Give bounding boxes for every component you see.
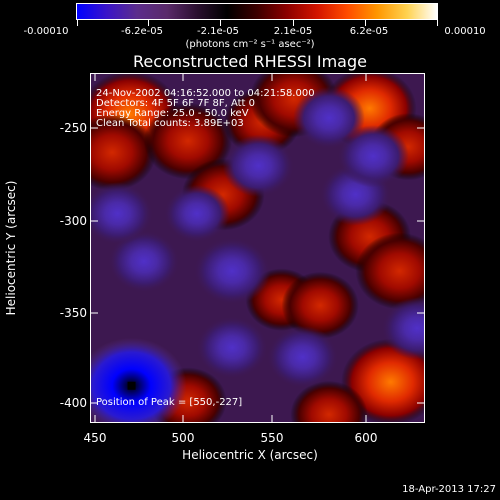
colorbar bbox=[76, 3, 438, 20]
clean-total-counts-text: Clean Total counts: 3.89E+03 bbox=[96, 118, 244, 129]
plot-area[interactable] bbox=[90, 73, 425, 423]
x-axis-label: Heliocentric X (arcsec) bbox=[182, 448, 318, 462]
y-tick-label: -400 bbox=[59, 396, 87, 410]
colorbar-tick-label: 2.1e-05 bbox=[273, 26, 313, 37]
detectors-text: Detectors: 4F 5F 6F 7F 8F, Att 0 bbox=[96, 98, 256, 109]
plot-title: Reconstructed RHESSI Image bbox=[133, 52, 367, 71]
colorbar-tick bbox=[437, 20, 438, 26]
colorbar-tick-label: -2.1e-05 bbox=[197, 26, 239, 37]
colorbar-tick bbox=[293, 20, 294, 26]
colorbar-tick-label: -6.2e-05 bbox=[121, 26, 163, 37]
negative-emission-blob bbox=[293, 86, 365, 150]
negative-emission-blob bbox=[163, 184, 230, 243]
time-range-text: 24-Nov-2002 04:16:52.000 to 04:21:58.000 bbox=[96, 88, 315, 99]
x-tick-label: 500 bbox=[171, 431, 195, 445]
colorbar-units: (photons cm⁻² s⁻¹ asec⁻²) bbox=[185, 39, 315, 50]
negative-emission-blob bbox=[381, 297, 424, 360]
negative-emission-blob bbox=[266, 325, 339, 389]
colorbar-tick-label: 6.2e-05 bbox=[349, 26, 389, 37]
positive-emission-blob bbox=[290, 380, 368, 422]
colorbar-tick bbox=[220, 20, 221, 26]
negative-emission-blob bbox=[193, 237, 271, 305]
positive-emission-blob bbox=[281, 271, 359, 340]
x-tick-label: 550 bbox=[260, 431, 284, 445]
negative-emission-blob bbox=[196, 316, 268, 379]
energy-range-text: Energy Range: 25.0 - 50.0 keV bbox=[96, 108, 249, 119]
minimum-marker bbox=[127, 381, 136, 390]
x-tick-label: 600 bbox=[354, 431, 378, 445]
heatmap-image bbox=[91, 74, 424, 422]
colorbar-tick bbox=[365, 20, 366, 26]
colorbar-tick bbox=[77, 20, 78, 26]
colorbar-tick-label: -0.00010 bbox=[23, 26, 69, 37]
y-tick-label: -250 bbox=[59, 121, 87, 135]
generation-timestamp: 18-Apr-2013 17:27 bbox=[402, 484, 496, 495]
colorbar-tick bbox=[148, 20, 149, 26]
y-tick-label: -350 bbox=[59, 306, 87, 320]
heatmap-blobs bbox=[91, 74, 424, 422]
negative-emission-blob bbox=[91, 337, 187, 422]
y-axis-label: Heliocentric Y (arcsec) bbox=[4, 180, 18, 316]
negative-emission-blob bbox=[337, 125, 409, 188]
negative-emission-blob bbox=[91, 182, 154, 245]
positive-emission-blob bbox=[143, 102, 233, 180]
negative-emission-blob bbox=[108, 230, 180, 293]
peak-position-text: Position of Peak = [550,-227] bbox=[96, 397, 243, 408]
positive-emission-blob bbox=[355, 232, 424, 310]
colorbar-ticks: -0.00010 -6.2e-05 -2.1e-05 2.1e-05 6.2e-… bbox=[0, 0, 500, 40]
x-tick-label: 450 bbox=[83, 431, 107, 445]
y-tick-label: -300 bbox=[59, 214, 87, 228]
positive-emission-blob bbox=[91, 114, 157, 191]
colorbar-tick-label: 0.00010 bbox=[444, 26, 486, 37]
negative-emission-blob bbox=[222, 134, 295, 198]
